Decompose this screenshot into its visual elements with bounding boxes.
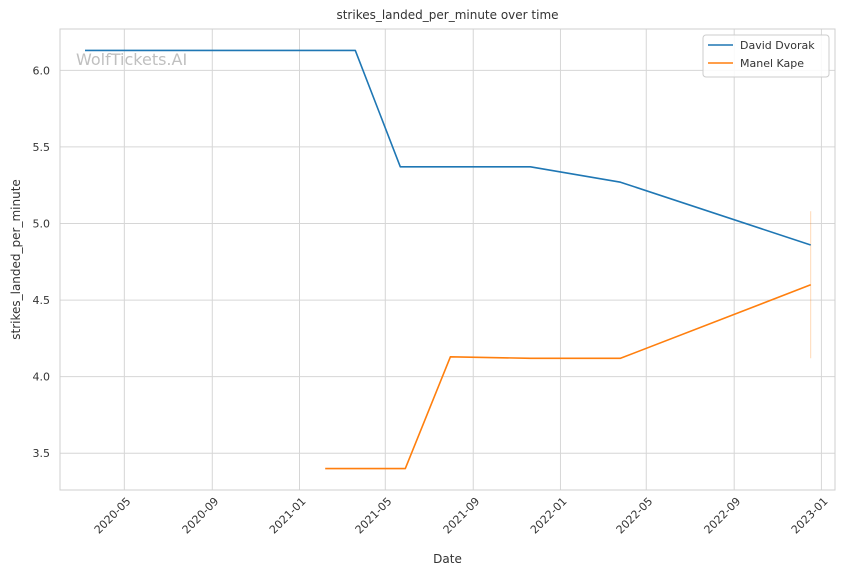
y-tick-label: 5.5 <box>33 141 51 154</box>
x-tick-label: 2023-01 <box>789 495 831 537</box>
legend-label-manel-kape: Manel Kape <box>740 57 804 70</box>
legend-box <box>702 34 830 78</box>
x-tick-label: 2021-05 <box>353 495 395 537</box>
grid <box>60 29 835 490</box>
y-tick-label: 4.0 <box>33 371 51 384</box>
x-tick-label: 2022-01 <box>528 495 570 537</box>
y-tick-label: 5.0 <box>33 218 51 231</box>
y-tick-labels: 3.5 4.0 4.5 5.0 5.5 6.0 <box>33 64 51 460</box>
x-tick-label: 2021-09 <box>441 495 483 537</box>
x-tick-label: 2021-01 <box>267 495 309 537</box>
plot-frame <box>59 28 836 491</box>
x-tick-labels: 2020-05 2020-09 2021-01 2021-05 2021-09 2022-… <box>92 495 831 537</box>
x-tick-label: 2022-09 <box>702 495 744 537</box>
chart-title: strikes_landed_per_minute over time <box>336 8 558 22</box>
legend: David Dvorak Manel Kape <box>702 34 830 78</box>
series-line-david-dvorak <box>85 49 811 246</box>
x-tick-label: 2022-05 <box>614 495 656 537</box>
legend-label-david-dvorak: David Dvorak <box>740 39 815 52</box>
y-tick-label: 6.0 <box>33 64 51 77</box>
series-lines <box>85 49 812 470</box>
watermark: WolfTickets.AI <box>76 50 187 69</box>
y-tick-label: 3.5 <box>33 447 51 460</box>
y-tick-label: 4.5 <box>33 294 51 307</box>
x-axis-label: Date <box>433 552 462 566</box>
series-line-manel-kape <box>325 284 811 470</box>
x-tick-label: 2020-05 <box>92 495 134 537</box>
x-tick-label: 2020-09 <box>180 495 222 537</box>
y-axis-label: strikes_landed_per_minute <box>9 179 23 340</box>
